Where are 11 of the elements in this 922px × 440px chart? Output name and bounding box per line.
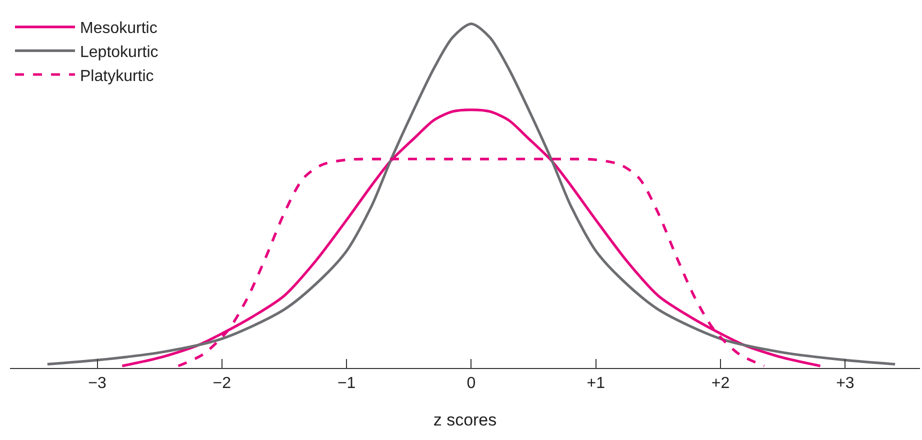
x-tick-label: −2 <box>212 375 232 392</box>
x-tick-label: 0 <box>466 375 476 392</box>
x-axis-title: z scores <box>433 410 497 430</box>
x-tick-label: −3 <box>88 375 106 392</box>
legend-label: Leptokurtic <box>80 44 158 61</box>
x-tick-label: −1 <box>337 375 356 392</box>
x-tick-label: +1 <box>586 375 606 392</box>
x-tick-label: +2 <box>711 375 730 392</box>
legend-label: Platykurtic <box>80 68 154 85</box>
x-tick-label: +3 <box>836 375 854 392</box>
legend-label: Mesokurtic <box>80 20 158 38</box>
